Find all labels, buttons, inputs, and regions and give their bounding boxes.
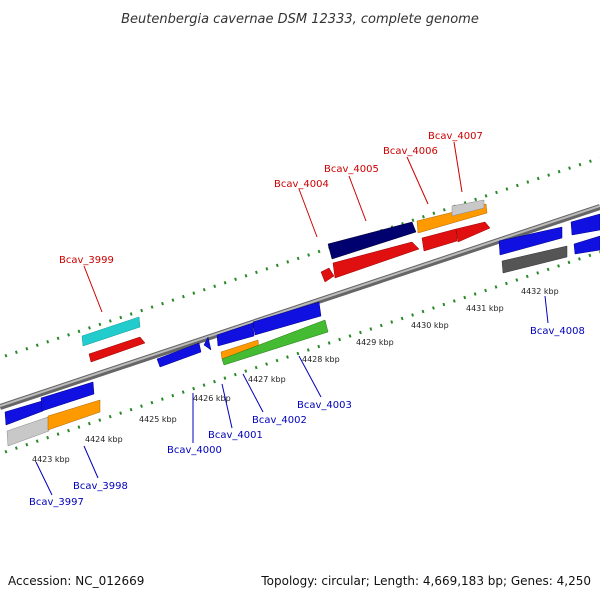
gene-edge-2[interactable] [573, 235, 600, 255]
gene-bcav-3999[interactable] [88, 336, 146, 363]
tick-label: 4425 kbp [139, 415, 177, 424]
forward-genes [81, 199, 491, 363]
gene-bcav-4003[interactable] [252, 301, 322, 336]
gene-label-bcav-4008[interactable]: Bcav_4008 [530, 326, 585, 337]
gene-label-bcav-4004[interactable]: Bcav_4004 [274, 179, 329, 190]
gene-edge-1[interactable] [570, 213, 600, 236]
gene-label-bcav-3998[interactable]: Bcav_3998 [73, 481, 128, 492]
gene-bcav-3997[interactable] [4, 400, 44, 426]
gene-label-bcav-4000[interactable]: Bcav_4000 [167, 445, 222, 456]
gene-bcav-4003-green[interactable] [221, 319, 329, 366]
tick-label: 4432 kbp [521, 287, 559, 296]
gene-label-bcav-3999[interactable]: Bcav_3999 [59, 255, 114, 266]
gene-label-bcav-3997[interactable]: Bcav_3997 [29, 497, 84, 508]
gene-label-bcav-4006[interactable]: Bcav_4006 [383, 146, 438, 157]
gene-bcav-3999-cyan[interactable] [81, 316, 141, 347]
gene-label-bcav-4002[interactable]: Bcav_4002 [252, 415, 307, 426]
gene-bcav-3998[interactable] [40, 381, 95, 412]
tick-label: 4424 kbp [85, 435, 123, 444]
tick-label: 4430 kbp [411, 321, 449, 330]
gene-bcav-4008-grey[interactable] [501, 245, 568, 274]
map-title: Beutenbergia cavernae DSM 12333, complet… [121, 12, 479, 27]
reverse-genes [4, 213, 600, 447]
gene-bcav-3998-orange[interactable] [47, 399, 101, 431]
accession-text: Accession: NC_012669 [8, 574, 144, 588]
gene-bcav-4007[interactable] [455, 221, 491, 243]
gene-label-bcav-4005[interactable]: Bcav_4005 [324, 164, 379, 175]
gene-bcav-4004[interactable] [327, 221, 417, 260]
reverse-gene-labels: Bcav_3997 Bcav_3998 Bcav_4000 Bcav_4001 … [29, 295, 585, 508]
gene-bcav-4001[interactable] [203, 336, 212, 351]
scale-labels: 4423 kbp 4424 kbp 4425 kbp 4426 kbp 4427… [32, 287, 559, 464]
gene-bcav-4000[interactable] [156, 342, 202, 368]
gene-bcav-3997-grey[interactable] [6, 416, 50, 447]
tick-label: 4427 kbp [248, 375, 286, 384]
tick-label: 4429 kbp [356, 338, 394, 347]
tick-label: 4426 kbp [193, 394, 231, 403]
gene-label-bcav-4007[interactable]: Bcav_4007 [428, 131, 483, 142]
gene-label-bcav-4001[interactable]: Bcav_4001 [208, 430, 263, 441]
gene-bcav-4005-small[interactable] [320, 267, 335, 283]
tick-label: 4423 kbp [32, 455, 70, 464]
gene-bcav-4002[interactable] [216, 322, 255, 347]
gene-bcav-4008[interactable] [498, 226, 563, 256]
gene-bcav-4005[interactable] [332, 241, 420, 279]
gene-bcav-4006-grey[interactable] [451, 199, 485, 217]
tick-label: 4431 kbp [466, 304, 504, 313]
gene-bcav-4006-red[interactable] [421, 228, 458, 252]
forward-gene-labels: Bcav_3999 Bcav_4004 Bcav_4005 Bcav_4006 … [59, 131, 483, 313]
topology-text: Topology: circular; Length: 4,669,183 bp… [260, 574, 591, 588]
gene-label-bcav-4003[interactable]: Bcav_4003 [297, 400, 352, 411]
tick-label: 4428 kbp [302, 355, 340, 364]
genome-backbone [0, 204, 600, 410]
